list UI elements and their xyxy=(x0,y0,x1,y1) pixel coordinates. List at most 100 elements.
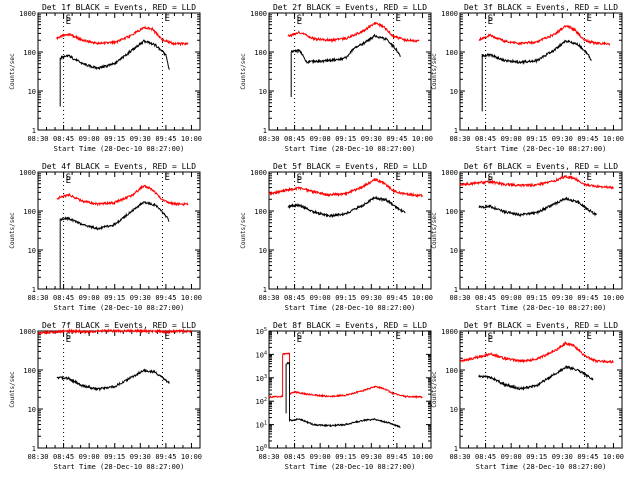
subplot-title: Det 2f BLACK = Events, RED = LLD xyxy=(273,3,427,12)
x-axis-label: Start Time (28-Dec-10 08:27:00) xyxy=(476,463,607,471)
x-axis-label: Start Time (28-Dec-10 08:27:00) xyxy=(476,304,607,312)
x-tick-label: 08:30 xyxy=(449,135,470,143)
x-tick-label: 09:45 xyxy=(577,135,598,143)
y-tick-label: 101 xyxy=(256,421,267,430)
y-tick-exponent: 0 xyxy=(264,444,267,450)
x-tick-label: 09:30 xyxy=(552,453,573,461)
event-marker-label: S xyxy=(297,14,302,24)
x-axis-label: Start Time (28-Dec-10 08:27:00) xyxy=(54,304,185,312)
x-tick-label: 09:00 xyxy=(501,135,522,143)
plot-frame xyxy=(459,330,623,449)
y-tick-label: 1000 xyxy=(250,10,267,18)
x-tick-label: 09:15 xyxy=(104,135,125,143)
x-tick-label: 09:00 xyxy=(501,294,522,302)
event-marker-label: S xyxy=(488,14,493,24)
events-series-line xyxy=(478,365,594,392)
x-tick-label: 09:30 xyxy=(361,294,382,302)
subplot-8: Det 8f BLACK = Events, RED = LLD10010110… xyxy=(256,321,433,471)
events-series-line xyxy=(59,200,170,289)
y-tick-label: 10 xyxy=(28,247,36,255)
y-tick-label: 100 xyxy=(23,49,36,57)
event-marker-label: E xyxy=(586,173,591,183)
y-axis-label: Counts/sec xyxy=(240,212,247,249)
subplot-9: Det 9f BLACK = Events, RED = LLD 1 10 100 10… xyxy=(431,321,624,471)
y-axis-label: Counts/sec xyxy=(9,371,16,408)
x-tick-label: 09:45 xyxy=(386,135,407,143)
x-tick-label: 08:30 xyxy=(27,294,48,302)
event-marker-label: S xyxy=(66,173,71,183)
x-tick-label: 10:00 xyxy=(181,453,202,461)
lld-series-line xyxy=(478,24,611,46)
x-tick-label: 08:45 xyxy=(475,294,496,302)
y-tick-label: 104 xyxy=(256,350,267,359)
event-marker-label: E xyxy=(297,17,302,27)
events-series-line xyxy=(56,368,170,392)
x-tick-label: 09:15 xyxy=(104,453,125,461)
events-series-line xyxy=(290,33,401,97)
subplot-title: Det 7f BLACK = Events, RED = LLD xyxy=(42,321,196,330)
x-axis-label: Start Time (28-Dec-10 08:27:00) xyxy=(54,145,185,153)
event-marker-label: E xyxy=(395,332,400,342)
y-axis-label: Counts/sec xyxy=(431,371,438,408)
event-marker-label: E xyxy=(488,335,493,345)
x-tick-label: 08:30 xyxy=(258,294,279,302)
lld-series-line xyxy=(56,25,189,47)
subplot-title: Det 6f BLACK = Events, RED = LLD xyxy=(464,162,618,171)
subplot-7: Det 7f BLACK = Events, RED = LLD 1 10 100 10… xyxy=(9,321,202,471)
event-marker-label: E xyxy=(488,17,493,27)
events-series-line xyxy=(287,195,406,219)
y-tick-label: 10 xyxy=(450,247,458,255)
x-tick-label: 09:45 xyxy=(577,453,598,461)
y-tick-label: 1 xyxy=(263,286,267,294)
plot-frame xyxy=(268,12,432,131)
x-tick-label: 09:00 xyxy=(310,453,331,461)
y-tick-label: 1 xyxy=(32,127,36,135)
y-axis-label: Counts/sec xyxy=(240,53,247,90)
x-tick-label: 10:00 xyxy=(412,294,433,302)
x-tick-label: 09:30 xyxy=(130,135,151,143)
y-tick-label: 100 xyxy=(254,208,267,216)
events-series-line xyxy=(285,361,401,429)
x-axis-label: Start Time (28-Dec-10 08:27:00) xyxy=(476,145,607,153)
event-marker-label: S xyxy=(66,332,71,342)
x-tick-label: 09:00 xyxy=(79,135,100,143)
event-marker-label: E xyxy=(586,14,591,24)
event-marker-label: S xyxy=(488,332,493,342)
x-tick-label: 09:45 xyxy=(155,294,176,302)
y-tick-label: 10 xyxy=(28,406,36,414)
x-tick-label: 09:15 xyxy=(526,294,547,302)
y-tick-label: 100 xyxy=(254,49,267,57)
subplot-title: Det 1f BLACK = Events, RED = LLD xyxy=(42,3,196,12)
x-tick-label: 09:00 xyxy=(79,294,100,302)
x-tick-label: 09:30 xyxy=(361,135,382,143)
subplot-title: Det 4f BLACK = Events, RED = LLD xyxy=(42,162,196,171)
x-tick-label: 09:30 xyxy=(552,135,573,143)
event-marker-label: E xyxy=(297,176,302,186)
plot-frame xyxy=(37,12,201,131)
x-tick-label: 09:45 xyxy=(577,294,598,302)
event-marker-label: S xyxy=(66,14,71,24)
y-axis-label: Counts/sec xyxy=(9,53,16,90)
event-marker-label: E xyxy=(395,173,400,183)
x-tick-label: 09:45 xyxy=(155,135,176,143)
lld-series-line xyxy=(37,328,192,335)
event-marker-label: E xyxy=(164,332,169,342)
y-tick-label: 1 xyxy=(454,127,458,135)
lld-series-line xyxy=(459,174,614,190)
x-tick-label: 09:45 xyxy=(386,294,407,302)
x-tick-label: 08:30 xyxy=(27,135,48,143)
x-tick-label: 10:00 xyxy=(603,453,624,461)
subplot-title: Det 8f BLACK = Events, RED = LLD xyxy=(273,321,427,330)
event-marker-label: E xyxy=(586,332,591,342)
event-marker-label: E xyxy=(164,173,169,183)
x-tick-label: 09:00 xyxy=(501,453,522,461)
x-tick-label: 10:00 xyxy=(603,294,624,302)
x-tick-label: 10:00 xyxy=(603,135,624,143)
x-tick-label: 08:45 xyxy=(284,294,305,302)
y-tick-label: 10 xyxy=(28,88,36,96)
y-tick-exponent: 5 xyxy=(264,327,267,333)
x-tick-label: 08:30 xyxy=(27,453,48,461)
y-tick-label: 10 xyxy=(259,88,267,96)
y-tick-label: 1000 xyxy=(441,169,458,177)
y-tick-label: 1 xyxy=(454,286,458,294)
